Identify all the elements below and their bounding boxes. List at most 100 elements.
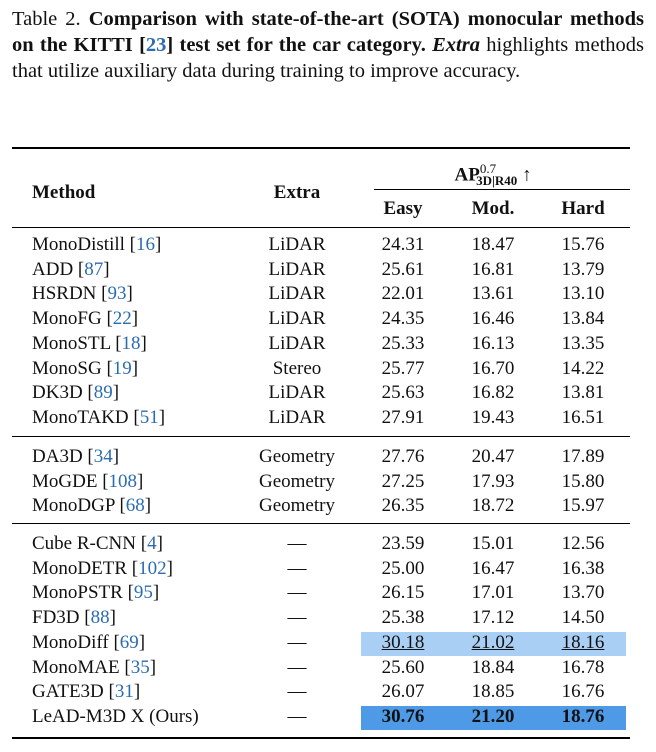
method-label: MonoDGP	[32, 495, 115, 516]
hard-score: 13.70	[561, 582, 605, 603]
method-name: MonoSTL [18]	[32, 333, 147, 354]
citation-link[interactable]: 4	[147, 533, 157, 554]
mod-score: 18.72	[471, 495, 515, 516]
extra-data: —	[287, 657, 307, 678]
hard-score: 15.97	[561, 495, 605, 516]
method-label: MonoPSTR	[32, 582, 123, 603]
header-ap-main: AP	[454, 164, 480, 186]
citation-link[interactable]: 19	[112, 358, 132, 379]
extra-data: —	[287, 706, 307, 727]
header-ap: AP0.73D|R40 ↑	[362, 157, 624, 193]
extra-data: LiDAR	[268, 259, 326, 280]
method-label: MonoDiff	[32, 632, 109, 653]
hard-score: 14.50	[561, 607, 605, 628]
citation-link[interactable]: 68	[125, 495, 145, 516]
mod-score: 21.20	[471, 706, 515, 727]
citation-link[interactable]: 34	[93, 446, 113, 467]
citation-link[interactable]: 108	[108, 471, 138, 492]
bottom-rule	[12, 737, 630, 739]
caption-cite[interactable]: 23	[145, 34, 167, 56]
citation-link[interactable]: 51	[139, 407, 159, 428]
easy-score: 26.15	[381, 582, 425, 603]
group-divider-1	[12, 436, 630, 437]
citation-link[interactable]: 22	[112, 308, 132, 329]
header-method: Method	[32, 182, 96, 203]
easy-score: 26.35	[381, 495, 425, 516]
citation-link[interactable]: 93	[107, 283, 127, 304]
easy-score: 25.38	[381, 607, 425, 628]
top-rule	[12, 147, 630, 149]
table-caption: Table 2. Comparison with state-of-the-ar…	[12, 8, 645, 82]
extra-data: —	[287, 533, 307, 554]
easy-score: 24.35	[381, 308, 425, 329]
hard-score: 15.76	[561, 234, 605, 255]
citation-link[interactable]: 102	[138, 558, 167, 579]
method-label: DK3D	[32, 382, 83, 403]
group-divider-2	[12, 523, 630, 524]
extra-data: —	[287, 582, 307, 603]
extra-data: Stereo	[272, 358, 322, 379]
mod-score: 16.47	[471, 558, 515, 579]
hard-score: 13.10	[561, 283, 605, 304]
mod-score: 18.85	[471, 681, 515, 702]
citation-link[interactable]: 18	[121, 333, 141, 354]
header-easy: Easy	[383, 198, 423, 219]
easy-score: 26.07	[381, 681, 425, 702]
hard-score: 13.79	[561, 259, 605, 280]
hard-score: 16.78	[561, 657, 605, 678]
method-name: LeAD-M3D X (Ours)	[32, 705, 199, 729]
method-label: MonoDETR	[32, 558, 127, 579]
citation-link[interactable]: 16	[135, 234, 155, 255]
mod-score: 18.47	[471, 234, 515, 255]
method-label: MonoMAE	[32, 657, 120, 678]
easy-score: 25.00	[381, 558, 425, 579]
citation-link[interactable]: 88	[90, 607, 110, 628]
method-label: MonoTAKD	[32, 407, 129, 428]
second-result-highlight	[361, 632, 626, 656]
easy-score: 25.63	[381, 382, 425, 403]
method-name: MonoDistill [16]	[32, 234, 162, 255]
mod-score: 16.82	[471, 382, 515, 403]
method-label: MoGDE	[32, 471, 98, 492]
method-name: MonoDiff [69]	[32, 632, 146, 653]
best-result-highlight	[361, 706, 626, 730]
header-extra: Extra	[273, 182, 321, 203]
easy-score: 27.91	[381, 407, 425, 428]
easy-score: 30.18	[381, 632, 425, 653]
method-label: MonoSG	[32, 358, 102, 379]
method-name: MoGDE [108]	[32, 471, 144, 492]
mod-score: 17.93	[471, 471, 515, 492]
citation-link[interactable]: 35	[130, 657, 150, 678]
method-label: ADD	[32, 259, 74, 280]
citation-link[interactable]: 95	[133, 582, 153, 603]
mod-score: 16.70	[471, 358, 515, 379]
hard-score: 18.76	[561, 706, 605, 727]
extra-data: LiDAR	[268, 283, 326, 304]
easy-score: 25.77	[381, 358, 425, 379]
method-label: HSRDN	[32, 283, 97, 304]
extra-data: Geometry	[259, 471, 335, 492]
header-ap-sub: 3D|R40	[476, 173, 518, 189]
method-label: MonoFG	[32, 308, 102, 329]
method-name: FD3D [88]	[32, 607, 116, 628]
citation-link[interactable]: 69	[119, 632, 139, 653]
method-name: MonoDETR [102]	[32, 558, 173, 579]
citation-link[interactable]: 87	[84, 259, 104, 280]
method-label: MonoSTL	[32, 333, 111, 354]
extra-data: LiDAR	[268, 234, 326, 255]
method-name: HSRDN [93]	[32, 283, 133, 304]
caption-bold: Comparison with state-of-the-art (SOTA) …	[12, 8, 645, 56]
hard-score: 13.81	[561, 382, 605, 403]
mod-score: 21.02	[471, 632, 515, 653]
extra-data: LiDAR	[268, 333, 326, 354]
easy-score: 22.01	[381, 283, 425, 304]
hard-score: 15.80	[561, 471, 605, 492]
method-name: MonoFG [22]	[32, 308, 139, 329]
citation-link[interactable]: 89	[93, 382, 113, 403]
method-label: DA3D	[32, 446, 83, 467]
mod-score: 16.81	[471, 259, 515, 280]
hard-score: 18.16	[561, 632, 605, 653]
citation-link[interactable]: 31	[114, 681, 134, 702]
hard-score: 16.76	[561, 681, 605, 702]
extra-data: Geometry	[259, 446, 335, 467]
